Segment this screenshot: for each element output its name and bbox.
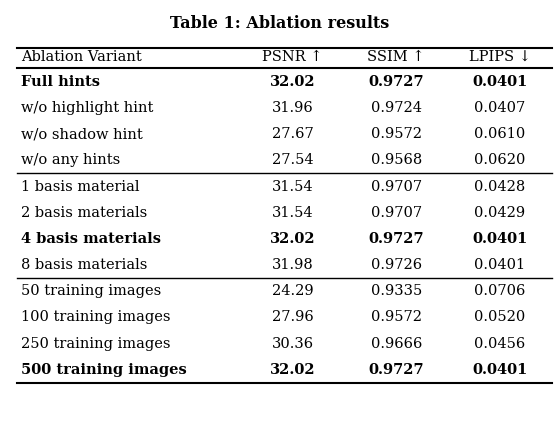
Text: 0.9727: 0.9727	[368, 75, 424, 89]
Text: 31.54: 31.54	[272, 206, 314, 220]
Text: 30.36: 30.36	[272, 337, 314, 351]
Text: 32.02: 32.02	[270, 363, 315, 377]
Text: 0.9666: 0.9666	[371, 337, 422, 351]
Text: 0.0429: 0.0429	[474, 206, 525, 220]
Text: Full hints: Full hints	[21, 75, 100, 89]
Text: 0.9572: 0.9572	[371, 127, 422, 141]
Text: w/o highlight hint: w/o highlight hint	[21, 101, 153, 115]
Text: PSNR ↑: PSNR ↑	[262, 50, 323, 64]
Text: SSIM ↑: SSIM ↑	[367, 50, 425, 64]
Text: 0.0407: 0.0407	[474, 101, 525, 115]
Text: 0.0401: 0.0401	[472, 232, 528, 246]
Text: 2 basis materials: 2 basis materials	[21, 206, 147, 220]
Text: 0.9724: 0.9724	[371, 101, 422, 115]
Text: 0.9726: 0.9726	[371, 258, 422, 272]
Text: 31.96: 31.96	[272, 101, 314, 115]
Text: 27.96: 27.96	[272, 310, 314, 324]
Text: 100 training images: 100 training images	[21, 310, 171, 324]
Text: 0.0610: 0.0610	[474, 127, 525, 141]
Text: 0.0520: 0.0520	[474, 310, 525, 324]
Text: Table 1: Ablation results: Table 1: Ablation results	[170, 15, 390, 32]
Text: 0.9707: 0.9707	[371, 180, 422, 194]
Text: 0.0620: 0.0620	[474, 153, 525, 167]
Text: LPIPS ↓: LPIPS ↓	[469, 50, 531, 64]
Text: 0.9568: 0.9568	[371, 153, 422, 167]
Text: 0.9727: 0.9727	[368, 232, 424, 246]
Text: 4 basis materials: 4 basis materials	[21, 232, 161, 246]
Text: w/o any hints: w/o any hints	[21, 153, 120, 167]
Text: 250 training images: 250 training images	[21, 337, 171, 351]
Text: 0.9727: 0.9727	[368, 363, 424, 377]
Text: 27.67: 27.67	[272, 127, 314, 141]
Text: 0.0706: 0.0706	[474, 284, 525, 298]
Text: 32.02: 32.02	[270, 232, 315, 246]
Text: 0.0428: 0.0428	[474, 180, 525, 194]
Text: Ablation Variant: Ablation Variant	[21, 50, 142, 64]
Text: 0.9335: 0.9335	[371, 284, 422, 298]
Text: 0.0401: 0.0401	[472, 363, 528, 377]
Text: 500 training images: 500 training images	[21, 363, 187, 377]
Text: 1 basis material: 1 basis material	[21, 180, 140, 194]
Text: w/o shadow hint: w/o shadow hint	[21, 127, 143, 141]
Text: 8 basis materials: 8 basis materials	[21, 258, 148, 272]
Text: 27.54: 27.54	[272, 153, 314, 167]
Text: 50 training images: 50 training images	[21, 284, 161, 298]
Text: 0.9572: 0.9572	[371, 310, 422, 324]
Text: 31.54: 31.54	[272, 180, 314, 194]
Text: 32.02: 32.02	[270, 75, 315, 89]
Text: 0.0401: 0.0401	[472, 75, 528, 89]
Text: 0.9707: 0.9707	[371, 206, 422, 220]
Text: 24.29: 24.29	[272, 284, 314, 298]
Text: 31.98: 31.98	[272, 258, 314, 272]
Text: 0.0456: 0.0456	[474, 337, 525, 351]
Text: 0.0401: 0.0401	[474, 258, 525, 272]
